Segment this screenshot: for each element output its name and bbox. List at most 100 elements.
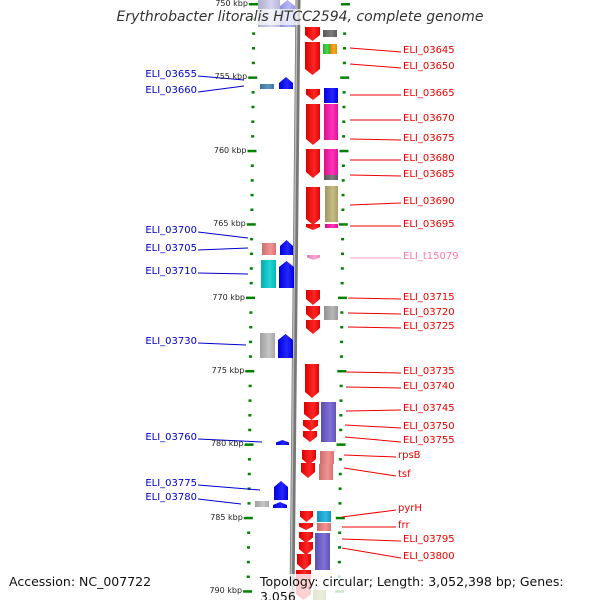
tick-mark	[252, 32, 256, 35]
gene-label[interactable]: frr	[398, 520, 410, 531]
tick-mark	[243, 516, 253, 520]
gene-label[interactable]: ELI_03795	[403, 534, 455, 545]
gene-label[interactable]: ELI_03715	[403, 292, 455, 303]
gene-label[interactable]: ELI_03800	[403, 551, 455, 562]
gene-label[interactable]: ELI_03775	[145, 478, 197, 489]
tick-mark	[340, 281, 344, 285]
gene-feature-box[interactable]	[319, 464, 333, 480]
gene-label[interactable]: ELI_03755	[403, 435, 455, 446]
tick-mark	[248, 428, 252, 432]
gene-feature-box[interactable]	[323, 30, 337, 37]
reverse-gene-arrow[interactable]	[301, 463, 315, 478]
forward-gene-arrow[interactable]	[279, 77, 293, 89]
reverse-gene-arrow[interactable]	[306, 149, 320, 178]
tick-mark	[340, 3, 350, 6]
reverse-gene-arrow[interactable]	[302, 450, 316, 465]
gene-label[interactable]: ELI_03720	[403, 307, 455, 318]
gene-label[interactable]: ELI_03690	[403, 196, 455, 207]
tick-mark	[340, 311, 344, 314]
reverse-gene-arrow[interactable]	[306, 290, 320, 305]
gene-feature-box[interactable]	[324, 149, 338, 175]
tick-mark	[248, 76, 258, 79]
gene-feature-box[interactable]	[330, 44, 337, 54]
tick-mark	[339, 428, 343, 432]
reverse-gene-arrow[interactable]	[306, 104, 320, 145]
reverse-gene-arrow[interactable]	[300, 511, 313, 522]
forward-gene-arrow[interactable]	[280, 240, 293, 255]
gene-label[interactable]: ELI_03680	[403, 153, 455, 164]
label-leader-line	[343, 467, 397, 477]
reverse-gene-arrow[interactable]	[305, 42, 320, 75]
reverse-gene-arrow[interactable]	[304, 402, 319, 420]
gene-feature-box[interactable]	[324, 104, 338, 140]
gene-label[interactable]: ELI_03670	[403, 113, 455, 124]
forward-gene-arrow[interactable]	[274, 481, 288, 500]
gene-label[interactable]: pyrH	[398, 503, 422, 514]
forward-gene-arrow[interactable]	[276, 440, 289, 445]
gene-feature-box[interactable]	[260, 333, 275, 358]
gene-label[interactable]: rpsB	[398, 450, 421, 461]
gene-label[interactable]: ELI_03725	[403, 321, 455, 332]
gene-feature-box[interactable]	[315, 533, 330, 570]
gene-feature-box[interactable]	[324, 175, 338, 180]
reverse-gene-arrow[interactable]	[299, 532, 313, 543]
gene-feature-box[interactable]	[255, 501, 269, 507]
gene-feature-box[interactable]	[317, 511, 331, 522]
gene-label[interactable]: ELI_03760	[145, 432, 197, 443]
reverse-gene-arrow[interactable]	[299, 523, 313, 530]
reverse-gene-arrow[interactable]	[305, 27, 320, 41]
reverse-gene-arrow[interactable]	[306, 320, 320, 334]
reverse-gene-arrow[interactable]	[303, 431, 317, 442]
gene-feature-box[interactable]	[262, 243, 276, 255]
reverse-gene-arrow[interactable]	[306, 306, 320, 320]
reverse-gene-arrow[interactable]	[303, 420, 318, 431]
tick-mark	[342, 135, 346, 138]
reverse-gene-arrow[interactable]	[307, 255, 320, 260]
tick-mark	[338, 546, 342, 549]
gene-label[interactable]: ELI_03660	[145, 85, 197, 96]
gene-label[interactable]: ELI_03695	[403, 219, 455, 230]
gene-feature-box[interactable]	[317, 523, 331, 531]
gene-label[interactable]: ELI_03730	[145, 336, 197, 347]
forward-gene-arrow[interactable]	[278, 334, 293, 358]
gene-label[interactable]: ELI_03645	[403, 45, 455, 56]
gene-label[interactable]: ELI_03685	[403, 169, 455, 180]
gene-label[interactable]: ELI_03650	[403, 61, 455, 72]
reverse-gene-arrow[interactable]	[306, 224, 320, 230]
gene-feature-box[interactable]	[260, 84, 274, 89]
gene-label[interactable]: ELI_03750	[403, 421, 455, 432]
tick-mark	[335, 516, 345, 520]
gene-label[interactable]: ELI_03665	[403, 88, 455, 99]
label-leader-line	[347, 312, 402, 315]
reverse-gene-arrow[interactable]	[305, 364, 319, 398]
gene-label[interactable]: ELI_t15079	[403, 251, 459, 262]
forward-gene-arrow[interactable]	[273, 502, 287, 508]
gene-feature-box[interactable]	[321, 402, 336, 442]
gene-label[interactable]: ELI_03745	[403, 403, 455, 414]
reverse-gene-arrow[interactable]	[306, 187, 320, 225]
gene-feature-box[interactable]	[325, 186, 338, 222]
tick-mark	[245, 370, 255, 373]
reverse-gene-arrow[interactable]	[297, 554, 311, 570]
map-title: Erythrobacter litoralis HTCC2594, comple…	[0, 9, 600, 25]
gene-label[interactable]: ELI_03700	[145, 225, 197, 236]
gene-feature-box[interactable]	[325, 224, 338, 228]
gene-feature-box[interactable]	[320, 451, 334, 464]
gene-label[interactable]: ELI_03740	[403, 381, 455, 392]
gene-label[interactable]: ELI_03675	[403, 133, 455, 144]
gene-feature-box[interactable]	[323, 44, 330, 54]
gene-label[interactable]: ELI_03710	[145, 266, 197, 277]
gene-label[interactable]: ELI_03780	[145, 492, 197, 503]
gene-label[interactable]: tsf	[398, 469, 411, 480]
forward-gene-arrow[interactable]	[279, 261, 294, 288]
reverse-gene-arrow[interactable]	[299, 542, 313, 555]
gene-feature-box[interactable]	[324, 88, 338, 103]
gene-label[interactable]: ELI_03705	[145, 243, 197, 254]
label-leader-line	[349, 47, 402, 53]
gene-label[interactable]: ELI_03655	[145, 69, 197, 80]
gene-feature-box[interactable]	[324, 306, 338, 320]
gene-feature-box[interactable]	[261, 260, 276, 288]
gene-label[interactable]: ELI_03735	[403, 366, 455, 377]
reverse-gene-arrow[interactable]	[306, 89, 320, 100]
tick-mark	[338, 472, 342, 476]
